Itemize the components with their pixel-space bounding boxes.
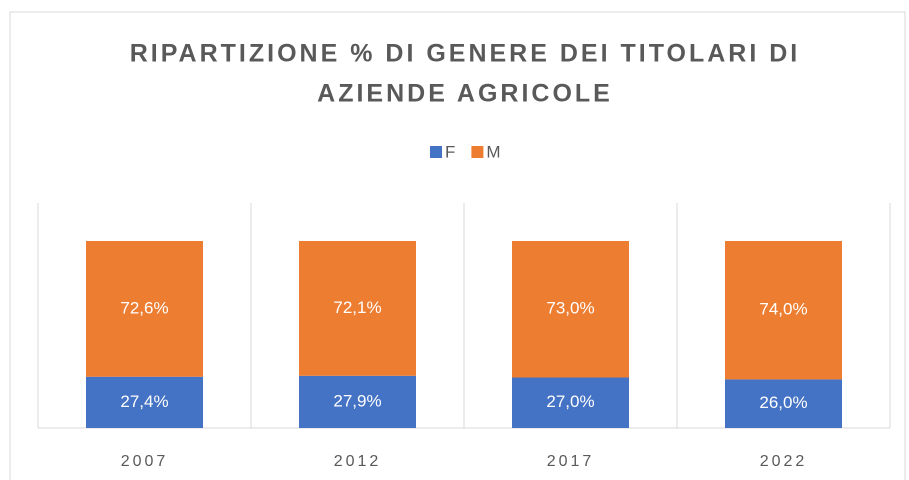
- bar-segment: [512, 377, 629, 428]
- x-tick-label: 2007: [121, 453, 169, 470]
- legend-swatch: [430, 146, 442, 158]
- bar-segment: [86, 241, 203, 377]
- legend-label: F: [445, 142, 455, 161]
- legend-swatch: [471, 146, 484, 158]
- x-tick-label: 2012: [334, 453, 382, 470]
- data-label: 27,9%: [333, 391, 381, 410]
- chart-title: RIPARTIZIONE % DI GENERE DEI TITOLARI DI: [130, 40, 801, 68]
- bar-segment: [86, 376, 203, 428]
- bar-segment: [725, 241, 842, 380]
- data-label: 27,0%: [546, 392, 594, 411]
- data-label: 27,4%: [120, 392, 168, 411]
- chart-title: AZIENDE AGRICOLE: [317, 80, 613, 108]
- bar-segment: [299, 375, 416, 428]
- data-label: 73,0%: [546, 299, 594, 318]
- data-label: 72,1%: [333, 298, 381, 317]
- bar-segment: [512, 241, 629, 378]
- data-label: 26,0%: [759, 393, 807, 412]
- legend-label: M: [486, 142, 500, 161]
- bar-segment: [299, 241, 416, 376]
- x-tick-label: 2022: [760, 453, 808, 470]
- data-label: 72,6%: [120, 298, 168, 317]
- x-tick-label: 2017: [547, 453, 595, 470]
- data-label: 74,0%: [759, 300, 807, 319]
- bar-segment: [725, 379, 842, 428]
